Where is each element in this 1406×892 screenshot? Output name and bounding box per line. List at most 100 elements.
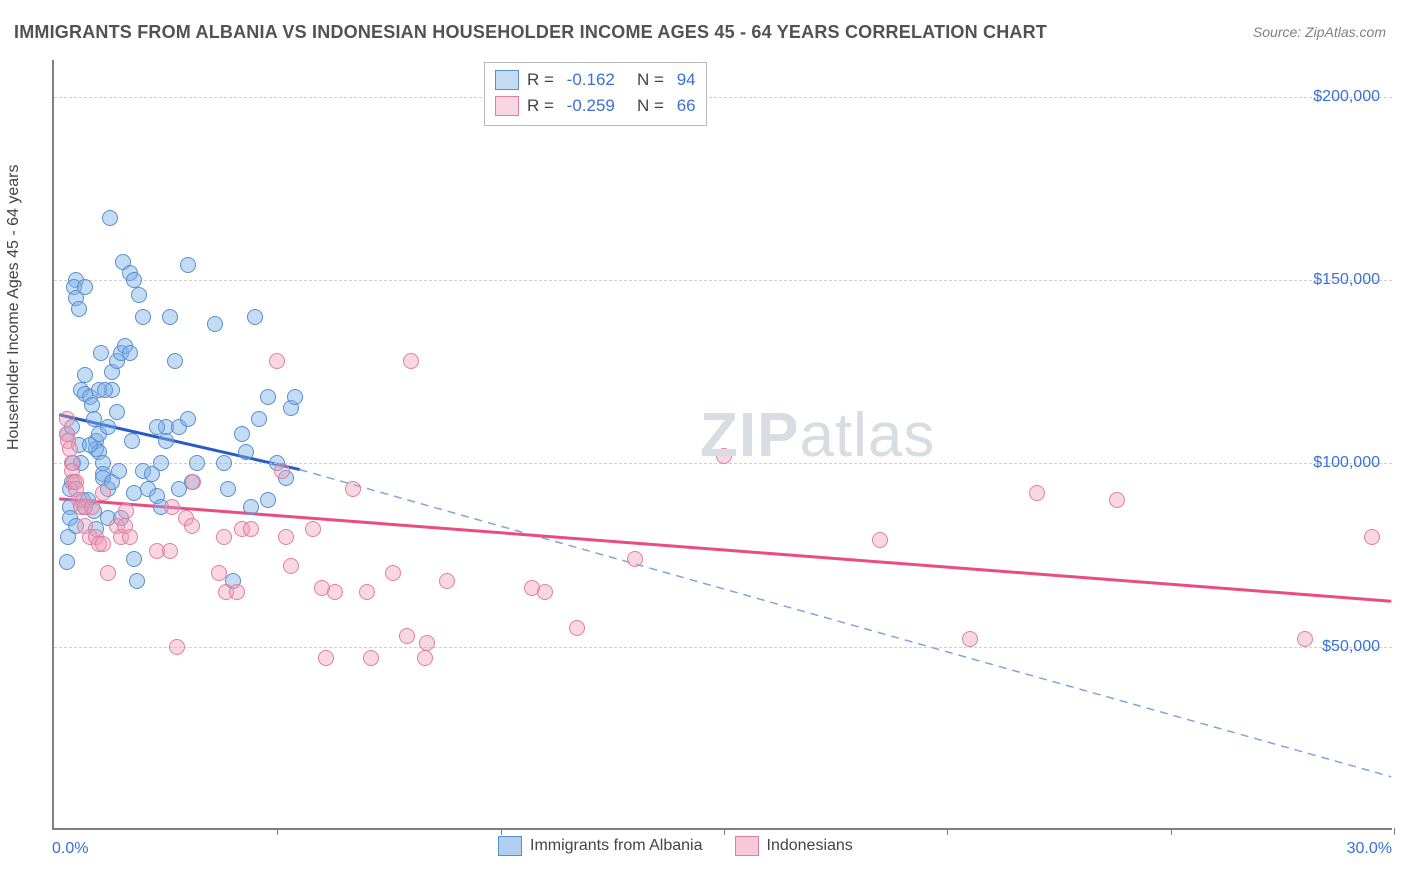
data-point [1364, 529, 1380, 545]
data-point [627, 551, 643, 567]
data-point [84, 499, 100, 515]
legend-label: Immigrants from Albania [530, 837, 703, 855]
x-axis-min-label: 0.0% [52, 840, 88, 858]
data-point [162, 543, 178, 559]
legend-label: Indonesians [767, 837, 853, 855]
x-tick [501, 828, 502, 835]
data-point [1109, 492, 1125, 508]
data-point [169, 639, 185, 655]
data-point [189, 455, 205, 471]
data-point [126, 551, 142, 567]
data-point [403, 353, 419, 369]
x-tick [947, 828, 948, 835]
data-point [149, 419, 165, 435]
data-point [95, 536, 111, 552]
data-point [102, 210, 118, 226]
data-point [537, 584, 553, 600]
data-point [167, 353, 183, 369]
data-point [131, 287, 147, 303]
data-point [153, 455, 169, 471]
gridline [54, 97, 1392, 98]
data-point [569, 620, 585, 636]
data-point [283, 558, 299, 574]
data-point [345, 481, 361, 497]
regression-line [59, 499, 1391, 601]
data-point [62, 441, 78, 457]
data-point [109, 404, 125, 420]
data-point [162, 309, 178, 325]
data-point [100, 419, 116, 435]
data-point [287, 389, 303, 405]
data-point [71, 301, 87, 317]
data-point [439, 573, 455, 589]
data-point [327, 584, 343, 600]
data-point [1297, 631, 1313, 647]
data-point [318, 650, 334, 666]
data-point [122, 345, 138, 361]
data-point [417, 650, 433, 666]
data-point [111, 463, 127, 479]
correlation-legend-row: R = -0.162 N = 94 [495, 67, 696, 93]
scatter-plot-area: $50,000$100,000$150,000$200,000 [52, 60, 1392, 830]
x-tick [1171, 828, 1172, 835]
data-point [251, 411, 267, 427]
data-point [716, 448, 732, 464]
y-axis-label: Householder Income Ages 45 - 64 years [5, 165, 23, 451]
data-point [243, 521, 259, 537]
data-point [118, 503, 134, 519]
data-point [234, 426, 250, 442]
data-point [59, 411, 75, 427]
legend-r-label: R = [527, 96, 559, 116]
legend-r-value: -0.259 [567, 96, 615, 116]
chart-title: IMMIGRANTS FROM ALBANIA VS INDONESIAN HO… [14, 22, 1047, 43]
correlation-legend: R = -0.162 N = 94R = -0.259 N = 66 [484, 62, 707, 126]
data-point [135, 309, 151, 325]
data-point [305, 521, 321, 537]
y-tick-label: $150,000 [1313, 271, 1380, 289]
data-point [243, 499, 259, 515]
data-point [278, 529, 294, 545]
data-point [59, 554, 75, 570]
data-point [260, 492, 276, 508]
legend-swatch [495, 96, 519, 116]
data-point [359, 584, 375, 600]
data-point [129, 573, 145, 589]
legend-n-label: N = [623, 70, 669, 90]
data-point [238, 444, 254, 460]
data-point [180, 411, 196, 427]
data-point [220, 481, 236, 497]
data-point [95, 485, 111, 501]
data-point [122, 529, 138, 545]
data-point [180, 257, 196, 273]
source-attribution: Source: ZipAtlas.com [1253, 24, 1386, 40]
x-tick [1394, 828, 1395, 835]
gridline [54, 647, 1392, 648]
data-point [185, 474, 201, 490]
data-point [82, 437, 98, 453]
data-point [184, 518, 200, 534]
data-point [399, 628, 415, 644]
data-point [216, 529, 232, 545]
legend-r-label: R = [527, 70, 559, 90]
data-point [269, 353, 285, 369]
x-axis-max-label: 30.0% [1347, 840, 1392, 858]
legend-item: Indonesians [735, 836, 853, 856]
data-point [260, 389, 276, 405]
data-point [77, 279, 93, 295]
legend-swatch [735, 836, 759, 856]
data-point [164, 499, 180, 515]
correlation-legend-row: R = -0.259 N = 66 [495, 93, 696, 119]
y-tick-label: $200,000 [1313, 88, 1380, 106]
data-point [93, 345, 109, 361]
data-point [207, 316, 223, 332]
data-point [77, 367, 93, 383]
y-tick-label: $50,000 [1322, 638, 1380, 656]
data-point [247, 309, 263, 325]
data-point [216, 455, 232, 471]
legend-r-value: -0.162 [567, 70, 615, 90]
data-point [97, 382, 113, 398]
gridline [54, 280, 1392, 281]
legend-swatch [495, 70, 519, 90]
series-legend: Immigrants from Albania Indonesians [498, 836, 853, 856]
regression-lines-layer [54, 60, 1392, 828]
